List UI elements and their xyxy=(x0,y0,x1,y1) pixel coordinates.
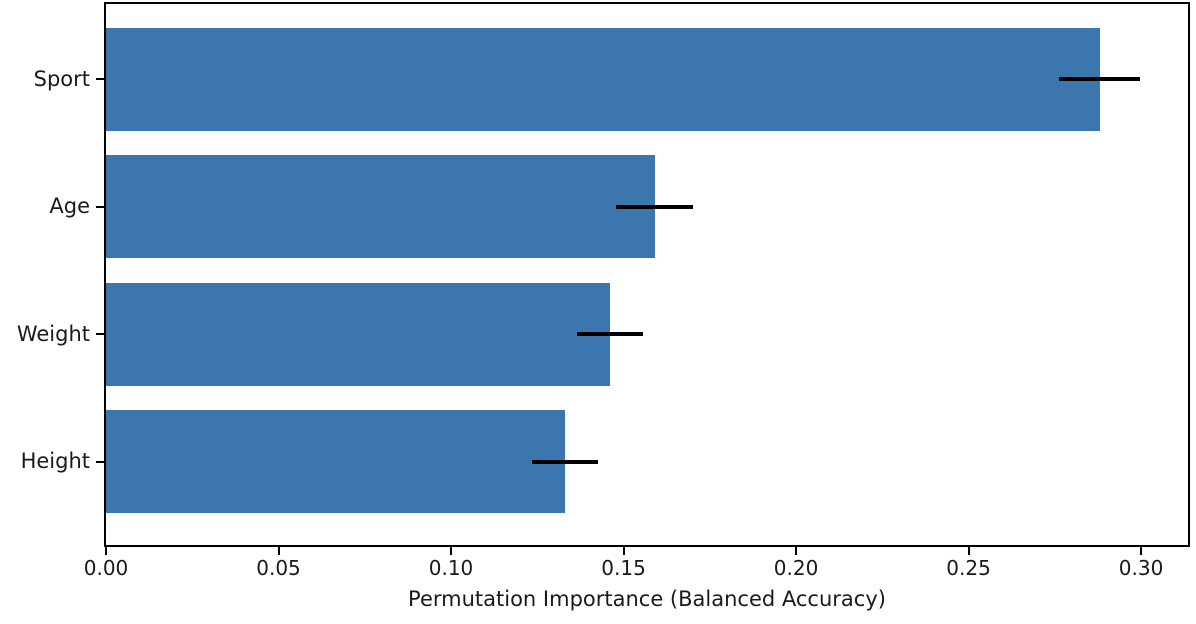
error-bar-height xyxy=(532,459,598,464)
error-bar-weight xyxy=(576,332,643,336)
y-tick-sport xyxy=(96,78,104,80)
bar-weight xyxy=(106,282,610,386)
x-tick-label-0.25: 0.25 xyxy=(946,556,991,580)
y-tick-label-sport: Sport xyxy=(33,66,90,91)
x-tick-0.30 xyxy=(1140,547,1143,555)
y-tick-weight xyxy=(96,333,104,335)
bar-height xyxy=(106,410,565,513)
y-tick-label-height: Height xyxy=(20,449,90,473)
bar-sport xyxy=(106,27,1100,131)
y-tick-label-age: Age xyxy=(49,194,90,218)
y-tick-label-weight: Weight xyxy=(16,321,90,346)
error-bar-sport xyxy=(1059,77,1141,81)
x-tick-label-0.00: 0.00 xyxy=(83,556,129,580)
x-tick-0.10 xyxy=(450,547,453,555)
x-tick-0.20 xyxy=(795,547,798,555)
x-tick-0.15 xyxy=(622,547,625,555)
x-tick-label-0.05: 0.05 xyxy=(256,556,301,580)
x-tick-label-0.15: 0.15 xyxy=(601,556,646,580)
bar-age xyxy=(106,155,655,258)
x-tick-0.05 xyxy=(277,547,280,555)
y-tick-height xyxy=(96,460,104,463)
error-bar-age xyxy=(615,204,694,209)
x-tick-label-0.10: 0.10 xyxy=(428,556,474,580)
x-tick-0.00 xyxy=(105,547,107,555)
x-tick-0.25 xyxy=(967,547,970,555)
x-tick-label-0.30: 0.30 xyxy=(1118,556,1164,580)
x-axis-label: Permutation Importance (Balanced Accurac… xyxy=(408,587,886,611)
y-tick-age xyxy=(96,205,104,208)
x-tick-label-0.20: 0.20 xyxy=(773,556,819,580)
